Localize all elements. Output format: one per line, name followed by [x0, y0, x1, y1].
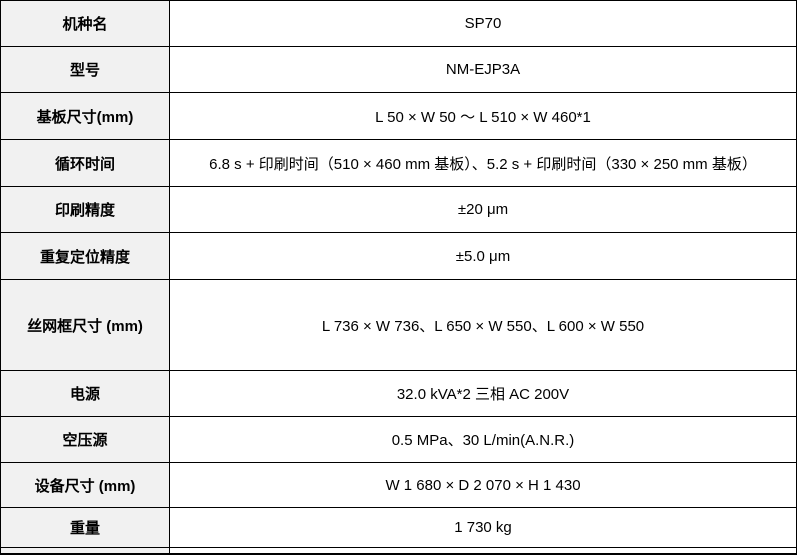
spec-row-print-accuracy: 印刷精度 ±20 μm: [1, 187, 796, 233]
spec-row-board-size: 基板尺寸(mm) L 50 × W 50 〜 L 510 × W 460*1: [1, 93, 796, 140]
spec-value-screen-frame-size: L 736 × W 736、L 650 × W 550、L 600 × W 55…: [170, 280, 796, 370]
spec-row-cycle-time: 循环时间 6.8 s + 印刷时间（510 × 460 mm 基板）、5.2 s…: [1, 140, 796, 187]
spec-row-screen-frame-size: 丝网框尺寸 (mm) L 736 × W 736、L 650 × W 550、L…: [1, 280, 796, 371]
spec-label-repeat-accuracy: 重复定位精度: [1, 233, 170, 279]
spec-value-power-supply: 32.0 kVA*2 三相 AC 200V: [170, 371, 796, 416]
spec-label-power-supply: 电源: [1, 371, 170, 416]
spec-label-machine-name: 机种名: [1, 1, 170, 46]
spec-label-cycle-time: 循环时间: [1, 140, 170, 186]
spec-value-air-supply: 0.5 MPa、30 L/min(A.N.R.): [170, 417, 796, 462]
spec-row-partial-cutoff: [1, 548, 796, 553]
spec-label-print-accuracy: 印刷精度: [1, 187, 170, 232]
spec-value-partial: [170, 548, 796, 553]
spec-value-cycle-time: 6.8 s + 印刷时间（510 × 460 mm 基板）、5.2 s + 印刷…: [170, 140, 796, 186]
spec-row-air-supply: 空压源 0.5 MPa、30 L/min(A.N.R.): [1, 417, 796, 463]
spec-label-partial: [1, 548, 170, 553]
spec-value-repeat-accuracy: ±5.0 μm: [170, 233, 796, 279]
spec-label-screen-frame-size: 丝网框尺寸 (mm): [1, 280, 170, 370]
spec-row-power-supply: 电源 32.0 kVA*2 三相 AC 200V: [1, 371, 796, 417]
spec-label-weight: 重量: [1, 508, 170, 547]
spec-row-machine-dimensions: 设备尺寸 (mm) W 1 680 × D 2 070 × H 1 430: [1, 463, 796, 508]
spec-value-machine-dimensions: W 1 680 × D 2 070 × H 1 430: [170, 463, 796, 507]
spec-label-board-size: 基板尺寸(mm): [1, 93, 170, 139]
spec-label-model: 型号: [1, 47, 170, 92]
spec-row-repeat-accuracy: 重复定位精度 ±5.0 μm: [1, 233, 796, 280]
spec-label-machine-dimensions: 设备尺寸 (mm): [1, 463, 170, 507]
spec-value-model: NM-EJP3A: [170, 47, 796, 92]
spec-row-machine-name: 机种名 SP70: [1, 1, 796, 47]
spec-value-machine-name: SP70: [170, 1, 796, 46]
spec-row-weight: 重量 1 730 kg: [1, 508, 796, 548]
spec-value-weight: 1 730 kg: [170, 508, 796, 547]
spec-value-board-size: L 50 × W 50 〜 L 510 × W 460*1: [170, 93, 796, 139]
spec-label-air-supply: 空压源: [1, 417, 170, 462]
spec-value-print-accuracy: ±20 μm: [170, 187, 796, 232]
spec-row-model: 型号 NM-EJP3A: [1, 47, 796, 93]
